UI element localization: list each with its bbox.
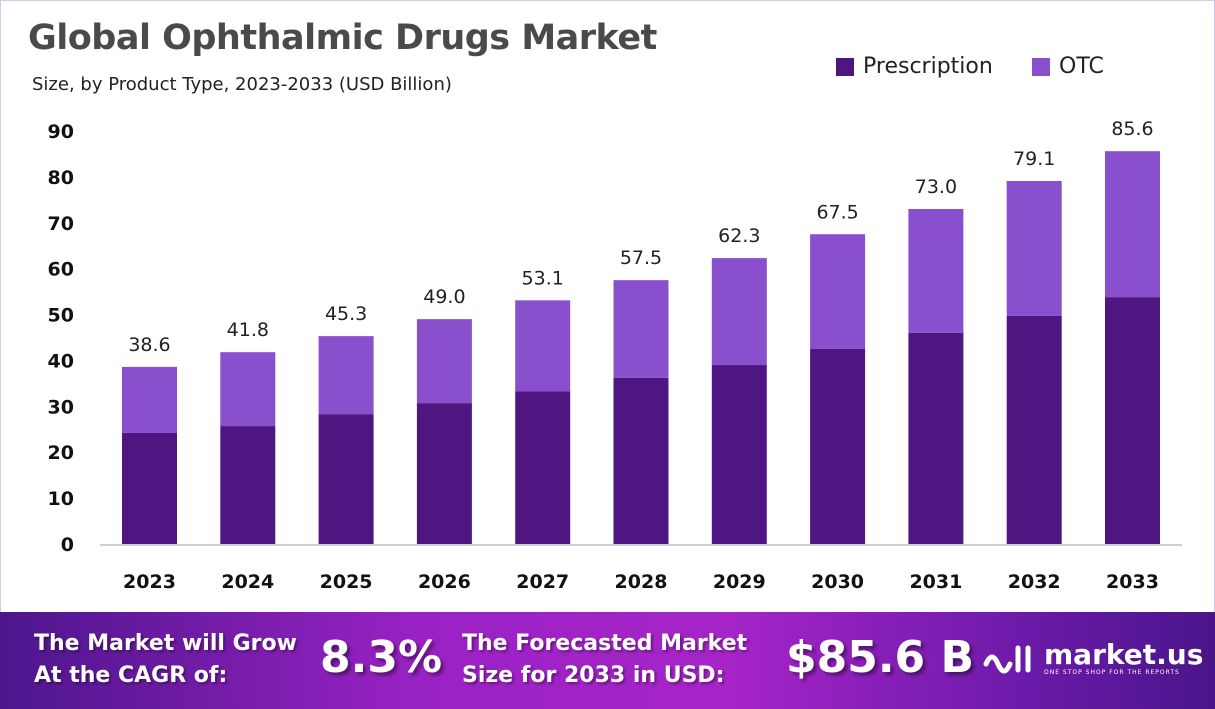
- data-label: 57.5: [620, 247, 662, 269]
- data-label: 67.5: [816, 201, 858, 223]
- footer-banner: The Market will Grow At the CAGR of: 8.3…: [0, 612, 1215, 709]
- bar-otc: [1006, 181, 1062, 316]
- forecast-label-line: The Forecasted Market: [462, 631, 748, 656]
- bar-otc: [318, 336, 374, 415]
- x-tick-label: 2030: [811, 571, 864, 593]
- cagr-label-line: At the CAGR of:: [34, 663, 228, 688]
- logo-tagline: ONE STOP SHOP FOR THE REPORTS: [1044, 668, 1180, 676]
- y-tick-label: 30: [48, 396, 74, 418]
- logo-text: market.us: [1044, 637, 1204, 671]
- y-tick-label: 0: [61, 534, 74, 556]
- y-tick-label: 90: [48, 121, 74, 143]
- forecast-label-line: Size for 2033 in USD:: [462, 663, 725, 688]
- legend-label: Prescription: [863, 54, 993, 79]
- bar-prescription: [220, 426, 276, 544]
- bar-otc: [122, 366, 177, 433]
- bar-otc: [810, 234, 866, 349]
- x-tick-label: 2029: [713, 571, 766, 593]
- cagr-label-line: The Market will Grow: [34, 631, 297, 656]
- bar-prescription: [908, 332, 964, 544]
- x-tick-label: 2026: [418, 571, 471, 593]
- data-label: 41.8: [227, 319, 269, 341]
- legend-label: OTC: [1059, 54, 1104, 79]
- legend-prescription: Prescription: [836, 54, 993, 79]
- y-tick-label: 70: [48, 213, 74, 235]
- x-tick-label: 2032: [1008, 571, 1061, 593]
- x-tick-label: 2031: [909, 571, 962, 593]
- x-tick-label: 2024: [221, 571, 274, 593]
- forecast-label: The Forecasted Market Size for 2033 in U…: [462, 628, 747, 692]
- bar-otc: [220, 352, 276, 427]
- bar-otc: [711, 258, 767, 366]
- x-tick-label: 2023: [123, 571, 176, 593]
- data-label: 49.0: [423, 286, 465, 308]
- legend-otc: OTC: [1032, 54, 1104, 79]
- y-tick-label: 10: [48, 488, 74, 510]
- data-label: 62.3: [718, 225, 760, 247]
- legend-swatch: [836, 57, 854, 76]
- data-label: 53.1: [522, 267, 564, 289]
- bar-otc: [1105, 151, 1160, 298]
- bar-otc: [515, 300, 571, 392]
- bar-prescription: [1006, 315, 1062, 544]
- bar-prescription: [416, 403, 472, 544]
- data-label: 85.6: [1111, 118, 1153, 140]
- chart-subtitle: Size, by Product Type, 2023-2033 (USD Bi…: [32, 74, 452, 95]
- bar-prescription: [122, 432, 177, 544]
- bar-prescription: [318, 414, 374, 544]
- cagr-value: 8.3%: [320, 632, 443, 683]
- x-tick-label: 2027: [516, 571, 569, 593]
- y-tick-label: 80: [48, 167, 74, 189]
- bar-otc: [613, 280, 669, 378]
- market-us-logo: market.us ONE STOP SHOP FOR THE REPORTS: [980, 638, 1203, 678]
- data-label: 45.3: [325, 303, 367, 325]
- data-label: 73.0: [915, 176, 957, 198]
- bar-prescription: [810, 348, 866, 544]
- forecast-value: $85.6 B: [786, 632, 975, 683]
- cagr-label: The Market will Grow At the CAGR of:: [34, 628, 297, 692]
- bar-prescription: [515, 391, 571, 544]
- chart-title: Global Ophthalmic Drugs Market: [28, 18, 657, 58]
- y-tick-label: 20: [48, 442, 74, 464]
- bar-otc: [908, 209, 964, 333]
- bar-prescription: [711, 365, 767, 544]
- x-tick-label: 2025: [320, 571, 373, 593]
- y-tick-label: 40: [48, 350, 74, 372]
- logo-mark-icon: [983, 645, 1031, 674]
- bar-chart: 010203040506070809038.6202341.8202445.32…: [48, 118, 1182, 593]
- x-tick-label: 2028: [615, 571, 668, 593]
- data-label: 79.1: [1013, 148, 1055, 170]
- data-label: 38.6: [128, 334, 170, 356]
- y-tick-label: 60: [48, 259, 74, 281]
- y-tick-label: 50: [48, 305, 74, 327]
- bar-prescription: [613, 377, 669, 544]
- bar-prescription: [1105, 297, 1160, 544]
- x-tick-label: 2033: [1106, 571, 1159, 593]
- bar-otc: [416, 319, 472, 404]
- legend-swatch: [1032, 57, 1050, 76]
